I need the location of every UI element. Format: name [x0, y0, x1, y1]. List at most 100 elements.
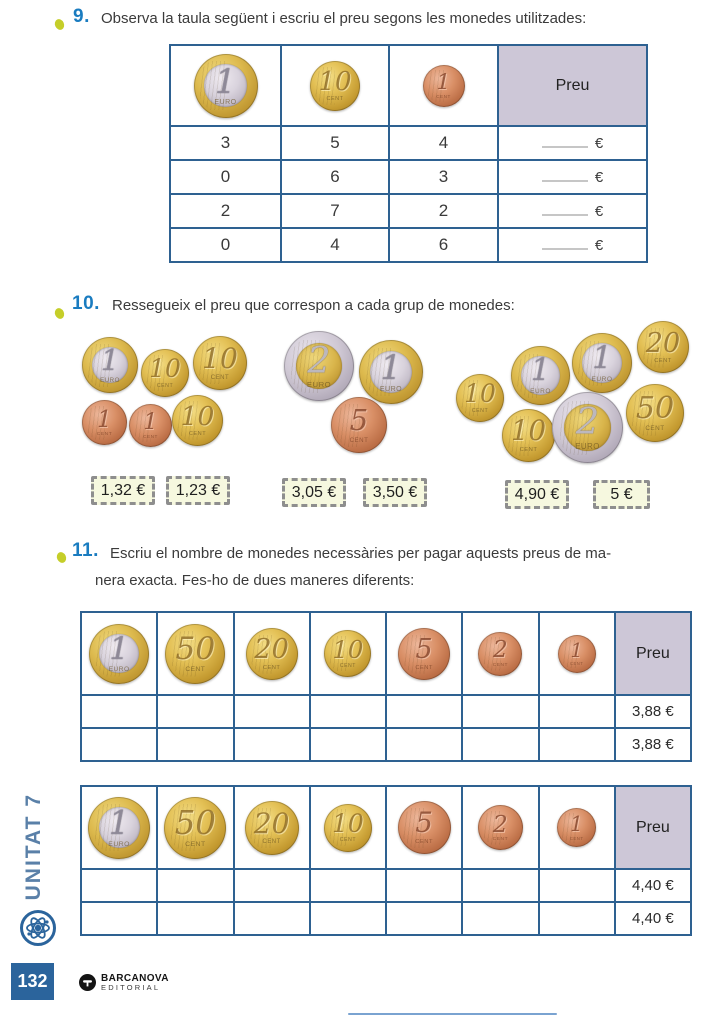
- answer-cell[interactable]: [308, 868, 388, 903]
- exercise10-number: 10.: [72, 293, 100, 314]
- answer-cell[interactable]: [79, 901, 159, 936]
- price-blank[interactable]: [541, 238, 588, 250]
- coin-5-cent: 5 cent: [397, 801, 451, 854]
- atom-icon: [20, 910, 56, 946]
- coin-1-euro: 1 euro: [89, 623, 150, 684]
- price-option[interactable]: 1,32 €: [91, 476, 155, 505]
- answer-cell[interactable]: [461, 694, 540, 729]
- coin-2-cent: 2 cent: [477, 805, 523, 850]
- answer-cell[interactable]: [79, 694, 159, 729]
- exercise11-prompt-line2: nera exacta. Fes-ho de dues maneres dife…: [95, 572, 415, 589]
- price-value: 3,88 €: [613, 694, 693, 729]
- answer-cell[interactable]: [461, 727, 540, 762]
- answer-cell[interactable]: [308, 694, 388, 729]
- coin-1-cent: 1 cent: [422, 64, 465, 107]
- coin-20-cent: 20 cent: [245, 627, 298, 680]
- coin-50-cent: 50 cent: [165, 623, 226, 684]
- price-blank[interactable]: [541, 204, 588, 216]
- answer-cell[interactable]: [384, 901, 464, 936]
- coin-50-cent: 50 cent: [626, 384, 684, 442]
- answer-cell[interactable]: [232, 868, 311, 903]
- coin-count: 5: [280, 125, 390, 161]
- coin-count: 3: [169, 125, 282, 161]
- publisher-icon: [79, 974, 96, 992]
- exercise9-number: 9.: [73, 6, 90, 27]
- price-value: 3,88 €: [613, 727, 693, 762]
- answer-cell[interactable]: [156, 868, 235, 903]
- price-option[interactable]: 4,90 €: [505, 480, 569, 509]
- bullet-dot: [53, 306, 66, 321]
- price-blank[interactable]: [541, 136, 588, 148]
- coin-10-cent: 10 cent: [172, 395, 223, 446]
- coin-count: 6: [388, 227, 499, 263]
- price-option[interactable]: 3,50 €: [363, 478, 427, 507]
- answer-cell[interactable]: [79, 727, 159, 762]
- exercise11-table-b: 1 euro 50 cent 20 cent 10 cent 5 cent 2 cent 1…: [79, 785, 693, 936]
- exercise9-table: 1 euro 10 cent 1 cent Preu 3 5 4 € 0 6 3 € …: [169, 44, 648, 263]
- coin-10-cent: 10 cent: [323, 803, 372, 852]
- coin-2-euro: 2 euro: [552, 392, 623, 463]
- exercise11-number: 11.: [72, 540, 99, 561]
- coin-count: 0: [169, 159, 282, 195]
- coin-count: 4: [388, 125, 499, 161]
- coin-count: 2: [169, 193, 282, 229]
- price-column-header: Preu: [613, 785, 693, 870]
- coin-10-cent: 10 cent: [456, 374, 504, 422]
- table-row: 4,40 €: [79, 868, 693, 903]
- coin-1-cent: 1 cent: [557, 808, 597, 847]
- answer-cell[interactable]: [156, 694, 235, 729]
- price-blank[interactable]: [541, 170, 588, 182]
- unit-label: UNITAT 7: [22, 793, 45, 901]
- price-option[interactable]: 3,05 €: [282, 478, 346, 507]
- answer-cell[interactable]: [537, 868, 616, 903]
- table-row: 3,88 €: [79, 694, 693, 729]
- exercise10-prompt: Ressegueix el preu que correspon a cada …: [112, 297, 515, 314]
- coin-2-cent: 2 cent: [478, 631, 523, 676]
- coin-2-euro: 2 euro: [284, 331, 354, 401]
- coin-1-euro: 1 euro: [359, 340, 423, 404]
- answer-cell[interactable]: [232, 727, 311, 762]
- answer-cell[interactable]: [232, 694, 311, 729]
- table-row: 3 5 4 €: [169, 125, 648, 161]
- coin-count: 4: [280, 227, 390, 263]
- answer-cell[interactable]: [79, 868, 159, 903]
- answer-cell[interactable]: [461, 868, 540, 903]
- answer-cell[interactable]: [232, 901, 311, 936]
- answer-cell[interactable]: [156, 901, 235, 936]
- answer-cell[interactable]: [384, 694, 464, 729]
- coin-5-cent: 5 cent: [331, 397, 387, 453]
- exercise9-prompt: Observa la taula següent i escriu el pre…: [101, 10, 587, 27]
- coin-20-cent: 20 cent: [244, 800, 299, 855]
- answer-cell[interactable]: [308, 727, 388, 762]
- publisher-logo: BARCANOVA EDITORIAL: [79, 973, 169, 992]
- table-header-row: 1 euro 50 cent 20 cent 10 cent 5 cent 2 cent 1…: [79, 785, 693, 870]
- coin-count: 2: [388, 193, 499, 229]
- currency-symbol: €: [594, 237, 604, 254]
- price-value: 4,40 €: [613, 901, 693, 936]
- table-header-row: 1 euro 10 cent 1 cent Preu: [169, 44, 648, 127]
- answer-cell[interactable]: [537, 694, 616, 729]
- answer-cell[interactable]: [308, 901, 388, 936]
- coin-10-cent: 10 cent: [502, 409, 555, 462]
- coin-1-euro: 1 euro: [193, 53, 258, 118]
- price-option[interactable]: 5 €: [593, 480, 650, 509]
- publisher-name: BARCANOVA: [101, 973, 169, 984]
- currency-symbol: €: [594, 203, 604, 220]
- answer-cell[interactable]: [537, 727, 616, 762]
- price-option[interactable]: 1,23 €: [166, 476, 230, 505]
- coin-1-euro: 1 euro: [511, 346, 570, 405]
- answer-cell[interactable]: [537, 901, 616, 936]
- answer-cell[interactable]: [384, 868, 464, 903]
- coin-count: 3: [388, 159, 499, 195]
- coin-20-cent: 20 cent: [637, 321, 689, 373]
- coin-1-euro: 1 euro: [82, 337, 138, 393]
- answer-cell[interactable]: [461, 901, 540, 936]
- coin-10-cent: 10 cent: [310, 60, 360, 111]
- answer-cell[interactable]: [156, 727, 235, 762]
- price-column-header: Preu: [497, 44, 648, 127]
- table-header-row: 1 euro 50 cent 20 cent 10 cent 5 cent 2 cent 1…: [79, 611, 693, 696]
- exercise11-prompt-line1: Escriu el nombre de monedes necessàries …: [110, 545, 612, 562]
- answer-cell[interactable]: [384, 727, 464, 762]
- exercise11-table-a: 1 euro 50 cent 20 cent 10 cent 5 cent 2 cent 1…: [79, 611, 693, 762]
